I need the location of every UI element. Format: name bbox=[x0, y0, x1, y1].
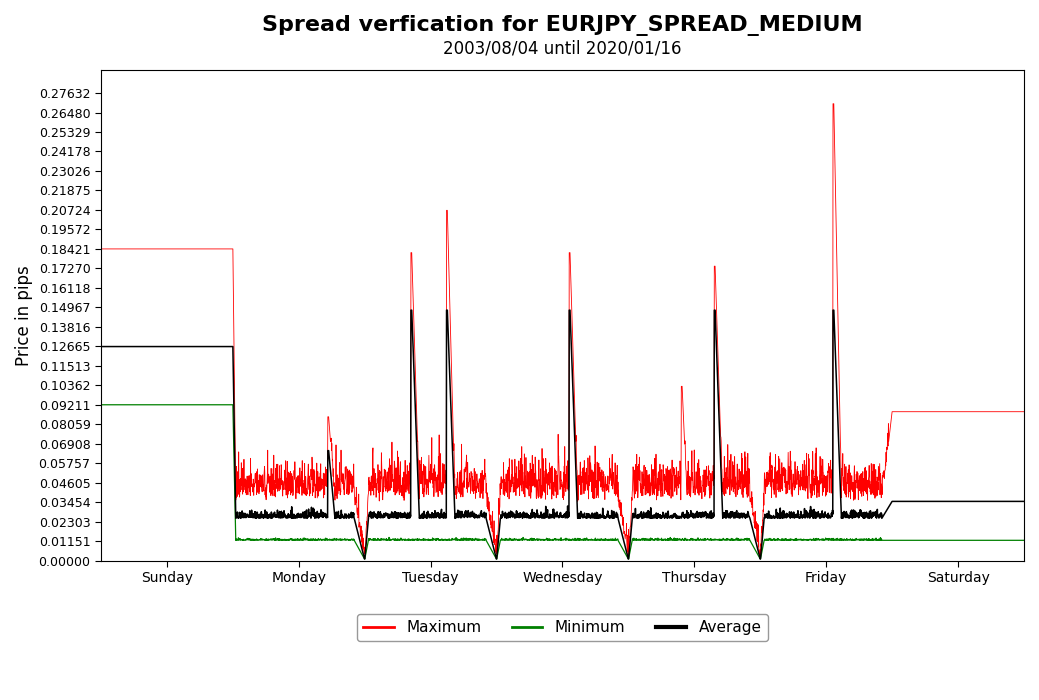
Maximum bbox=[643, 483, 656, 491]
Minimum bbox=[531, 535, 543, 543]
Minimum bbox=[1018, 536, 1031, 545]
Average bbox=[682, 514, 694, 522]
Maximum bbox=[947, 407, 959, 416]
Line: Minimum: Minimum bbox=[101, 405, 1024, 559]
Maximum bbox=[621, 553, 634, 561]
Average bbox=[531, 505, 543, 514]
Average bbox=[1018, 497, 1031, 505]
Line: Average: Average bbox=[101, 310, 1024, 559]
Maximum bbox=[827, 99, 840, 108]
Average bbox=[95, 342, 107, 351]
Minimum bbox=[429, 536, 442, 544]
Title: Spread verfication for EURJPY_SPREAD_MEDIUM: Spread verfication for EURJPY_SPREAD_MED… bbox=[262, 15, 862, 36]
Maximum bbox=[95, 245, 107, 253]
Minimum bbox=[947, 536, 959, 545]
Line: Maximum: Maximum bbox=[101, 104, 1024, 557]
Average bbox=[429, 509, 442, 517]
Legend: Maximum, Minimum, Average: Maximum, Minimum, Average bbox=[357, 614, 768, 641]
Average bbox=[288, 512, 300, 521]
Maximum bbox=[288, 482, 300, 491]
Minimum bbox=[643, 535, 656, 543]
Average bbox=[405, 306, 418, 314]
Average bbox=[947, 497, 959, 505]
Maximum bbox=[1018, 407, 1031, 416]
Average bbox=[358, 554, 371, 563]
Minimum bbox=[358, 554, 371, 563]
Minimum bbox=[288, 536, 300, 544]
Average bbox=[643, 514, 656, 522]
Maximum bbox=[428, 461, 441, 469]
Maximum bbox=[682, 485, 694, 494]
Text: 2003/08/04 until 2020/01/16: 2003/08/04 until 2020/01/16 bbox=[444, 40, 682, 57]
Minimum bbox=[682, 536, 694, 544]
Y-axis label: Price in pips: Price in pips bbox=[15, 265, 33, 365]
Maximum bbox=[530, 494, 542, 503]
Minimum bbox=[95, 400, 107, 409]
